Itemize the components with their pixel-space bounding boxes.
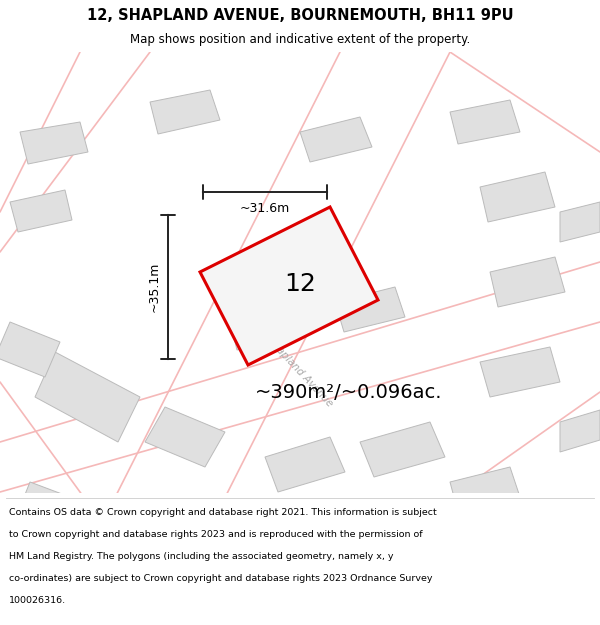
Polygon shape bbox=[450, 467, 520, 512]
Polygon shape bbox=[560, 410, 600, 452]
Text: ~390m²/~0.096ac.: ~390m²/~0.096ac. bbox=[255, 382, 443, 401]
Text: HM Land Registry. The polygons (including the associated geometry, namely x, y: HM Land Registry. The polygons (includin… bbox=[9, 552, 394, 561]
Polygon shape bbox=[20, 122, 88, 164]
Polygon shape bbox=[265, 437, 345, 492]
Text: Shapland Avenue: Shapland Avenue bbox=[265, 335, 335, 409]
Text: Contains OS data © Crown copyright and database right 2021. This information is : Contains OS data © Crown copyright and d… bbox=[9, 508, 437, 516]
Polygon shape bbox=[560, 202, 600, 242]
Polygon shape bbox=[450, 100, 520, 144]
Polygon shape bbox=[200, 207, 378, 365]
Polygon shape bbox=[18, 482, 110, 542]
Text: Map shows position and indicative extent of the property.: Map shows position and indicative extent… bbox=[130, 32, 470, 46]
Text: to Crown copyright and database rights 2023 and is reproduced with the permissio: to Crown copyright and database rights 2… bbox=[9, 530, 422, 539]
Polygon shape bbox=[0, 322, 60, 377]
Text: co-ordinates) are subject to Crown copyright and database rights 2023 Ordnance S: co-ordinates) are subject to Crown copyr… bbox=[9, 574, 433, 583]
Polygon shape bbox=[116, 507, 195, 547]
Text: ~35.1m: ~35.1m bbox=[148, 262, 161, 312]
Polygon shape bbox=[150, 90, 220, 134]
Polygon shape bbox=[480, 172, 555, 222]
Polygon shape bbox=[10, 190, 72, 232]
Polygon shape bbox=[360, 422, 445, 477]
Text: ~31.6m: ~31.6m bbox=[240, 201, 290, 214]
Text: 12: 12 bbox=[284, 272, 316, 296]
Polygon shape bbox=[35, 352, 140, 442]
Text: 100026316.: 100026316. bbox=[9, 596, 66, 605]
Polygon shape bbox=[230, 310, 292, 350]
Text: 12, SHAPLAND AVENUE, BOURNEMOUTH, BH11 9PU: 12, SHAPLAND AVENUE, BOURNEMOUTH, BH11 9… bbox=[86, 8, 514, 23]
Polygon shape bbox=[335, 287, 405, 332]
Polygon shape bbox=[480, 347, 560, 397]
Polygon shape bbox=[145, 407, 225, 467]
Polygon shape bbox=[490, 257, 565, 307]
Polygon shape bbox=[300, 117, 372, 162]
